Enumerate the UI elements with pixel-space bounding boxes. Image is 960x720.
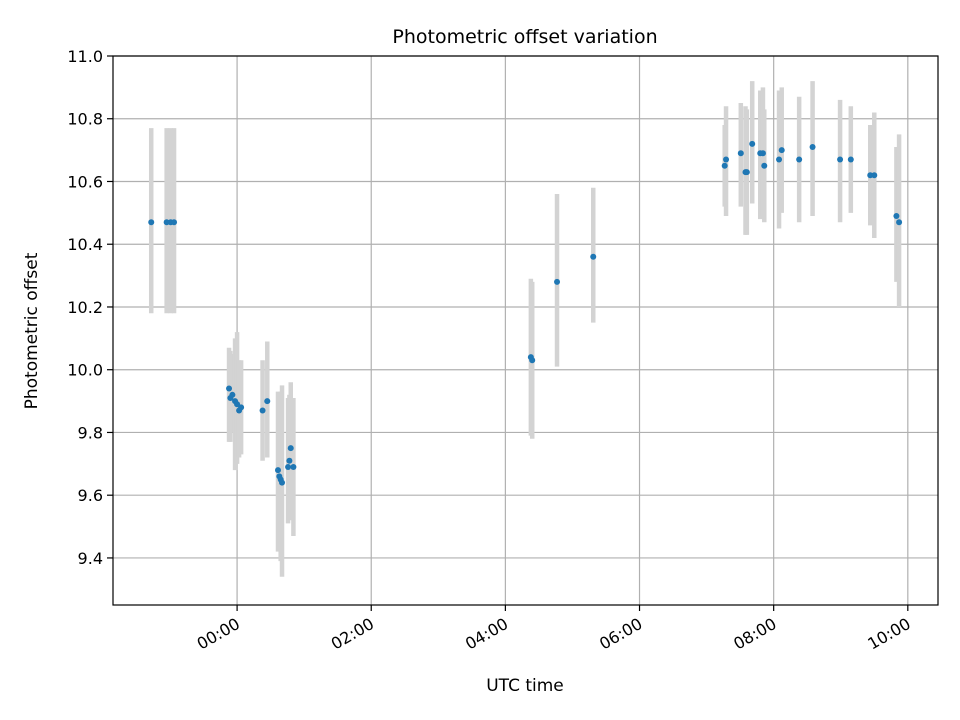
data-point xyxy=(759,150,766,157)
data-point xyxy=(238,404,245,411)
data-point xyxy=(229,391,236,398)
data-point xyxy=(837,156,844,163)
data-point xyxy=(847,156,854,163)
y-axis-ticks: 9.4 9.6 9.8 10.0 10.2 10.4 10.6 10.8 11.0 xyxy=(67,47,113,568)
data-point xyxy=(554,278,561,285)
data-point xyxy=(290,463,297,470)
y-tick-label: 10.4 xyxy=(67,235,103,254)
y-tick-label: 10.2 xyxy=(67,298,103,317)
data-point xyxy=(778,147,785,154)
y-tick-label: 9.4 xyxy=(78,549,103,568)
plot-frame xyxy=(112,55,939,606)
data-point xyxy=(148,219,155,226)
data-points xyxy=(148,140,903,486)
data-point xyxy=(796,156,803,163)
data-point xyxy=(721,162,728,169)
chart-title: Photometric offset variation xyxy=(392,26,657,48)
data-point xyxy=(234,401,241,408)
y-tick-label: 10.0 xyxy=(67,361,103,380)
data-point xyxy=(286,457,293,464)
data-point xyxy=(743,169,750,176)
data-point xyxy=(896,219,903,226)
data-point xyxy=(723,156,730,163)
data-point xyxy=(893,212,900,219)
data-point xyxy=(279,479,286,486)
data-point xyxy=(226,385,233,392)
data-point xyxy=(749,140,756,147)
data-point xyxy=(761,162,768,169)
data-point xyxy=(275,467,281,474)
y-tick-label: 9.6 xyxy=(78,486,103,505)
data-point xyxy=(529,357,536,364)
data-point xyxy=(737,150,744,157)
x-axis-label: UTC time xyxy=(486,676,564,696)
y-axis-label: Photometric offset xyxy=(22,252,42,409)
data-point xyxy=(809,143,816,150)
y-tick-label: 9.8 xyxy=(78,423,103,442)
data-point xyxy=(264,398,271,405)
data-point xyxy=(776,156,783,163)
data-point xyxy=(287,445,294,452)
data-point xyxy=(259,407,266,414)
y-tick-label: 10.8 xyxy=(67,110,103,129)
y-tick-label: 11.0 xyxy=(67,47,103,66)
data-point xyxy=(171,219,178,226)
data-point xyxy=(871,172,878,179)
y-tick-label: 10.6 xyxy=(67,172,103,191)
data-point xyxy=(285,463,292,470)
data-point xyxy=(590,253,597,260)
